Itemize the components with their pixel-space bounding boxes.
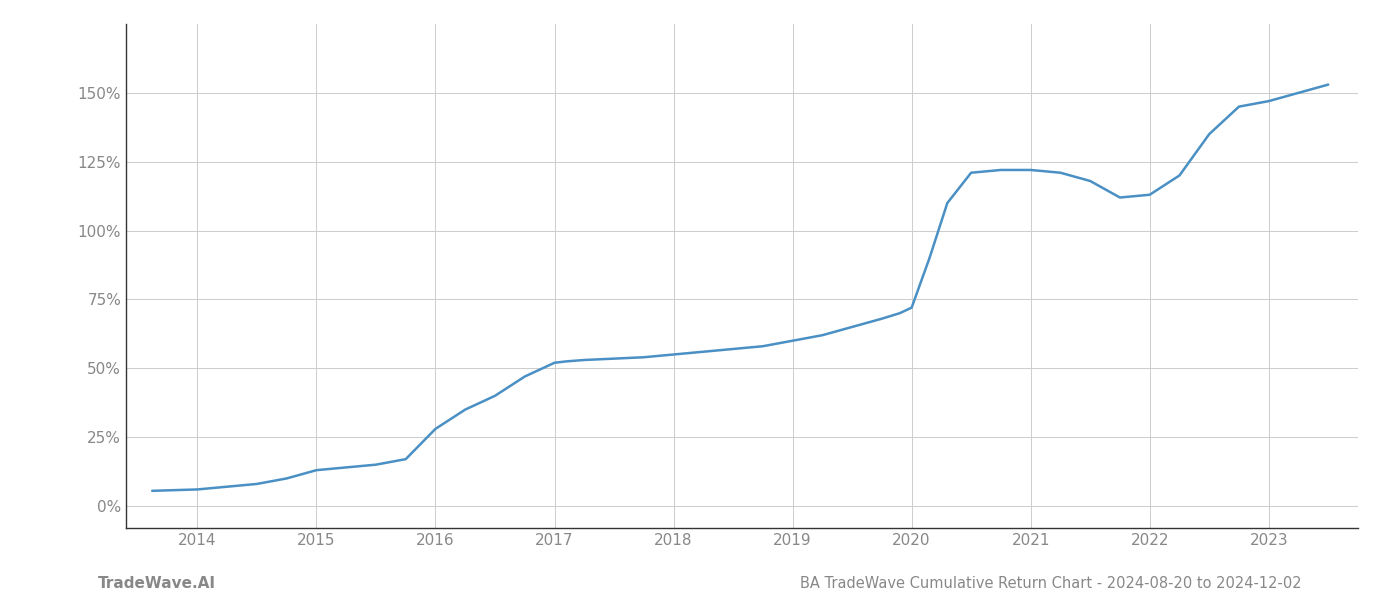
Text: TradeWave.AI: TradeWave.AI	[98, 576, 216, 591]
Text: BA TradeWave Cumulative Return Chart - 2024-08-20 to 2024-12-02: BA TradeWave Cumulative Return Chart - 2…	[801, 576, 1302, 591]
